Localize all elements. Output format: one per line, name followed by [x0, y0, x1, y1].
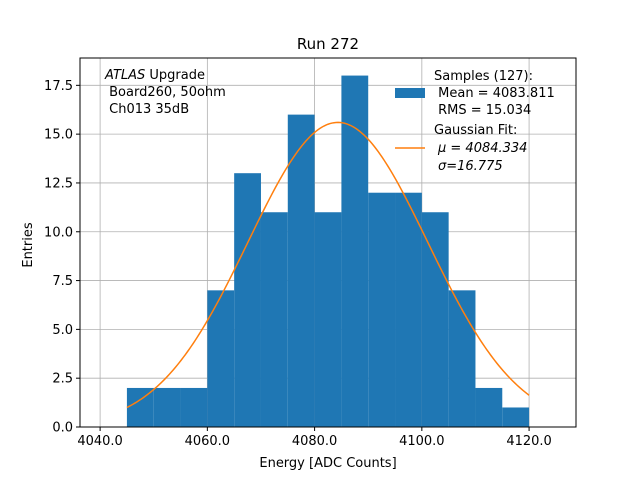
y-tick-label-1: 2.5 — [52, 372, 73, 387]
x-axis-ticks: 4040.0 4060.0 4080.0 4100.0 4120.0 — [77, 427, 552, 449]
histogram-bar-9 — [368, 192, 396, 427]
x-tick-label-3: 4100.0 — [399, 434, 445, 449]
histogram-bar-1 — [153, 387, 181, 427]
x-tick-label-1: 4060.0 — [185, 434, 231, 449]
plot-frame — [79, 57, 577, 428]
histogram-bar-6 — [287, 114, 315, 427]
annotation-title: ATLAS Upgrade — [104, 68, 205, 83]
histogram-bar-2 — [180, 387, 208, 427]
y-tick-label-6: 15.0 — [44, 128, 73, 143]
legend-samples-title: Samples (127): — [434, 69, 533, 84]
legend-histogram-swatch — [395, 88, 425, 98]
legend-samples-mean: Mean = 4083.811 — [434, 86, 555, 101]
y-tick-label-0: 0.0 — [52, 421, 73, 436]
gaussian-fit-curve — [126, 121, 530, 409]
histogram-bar-13 — [475, 387, 503, 427]
legend-fit-mu: μ = 4084.334 — [437, 141, 527, 156]
x-tick-label-2: 4080.0 — [292, 434, 338, 449]
x-tick-label-0: 4040.0 — [77, 434, 123, 449]
histogram-bar-12 — [448, 290, 476, 427]
x-axis-label: Energy [ADC Counts] — [259, 456, 396, 471]
histogram-bar-0 — [126, 387, 154, 427]
legend-fit-title: Gaussian Fit: — [434, 123, 517, 138]
y-tick-label-5: 12.5 — [44, 176, 73, 191]
y-axis-label: Entries — [21, 222, 36, 268]
histogram-bar-10 — [395, 192, 422, 427]
y-tick-label-4: 10.0 — [44, 225, 73, 240]
histogram-bar-7 — [314, 212, 342, 427]
annotation-suffix: Upgrade — [145, 68, 205, 83]
histogram-bars — [126, 75, 530, 428]
histogram-bar-11 — [421, 212, 449, 427]
y-axis-ticks: 0.0 2.5 5.0 7.5 10.0 12.5 15.0 17.5 — [44, 79, 80, 436]
legend-samples-rms: RMS = 15.034 — [434, 103, 531, 118]
histogram-bar-14 — [502, 407, 530, 427]
chart-title: Run 272 — [297, 35, 359, 53]
annotation-line-channel: Ch013 35dB — [105, 102, 189, 117]
annotation-line-board: Board260, 50ohm — [105, 85, 226, 100]
histogram-bar-4 — [234, 173, 261, 427]
histogram-bar-3 — [207, 290, 235, 427]
y-tick-label-3: 7.5 — [52, 274, 73, 289]
annotation-experiment: ATLAS — [104, 68, 145, 83]
legend: Samples (127): Mean = 4083.811 RMS = 15.… — [395, 69, 555, 174]
histogram-bar-5 — [260, 212, 288, 427]
x-tick-label-4: 4120.0 — [506, 434, 552, 449]
y-tick-label-7: 17.5 — [44, 79, 73, 94]
atlas-annotation: ATLAS Upgrade Board260, 50ohm Ch013 35dB — [104, 68, 226, 117]
legend-fit-sigma: σ=16.775 — [438, 159, 503, 174]
y-tick-label-2: 5.0 — [52, 323, 73, 338]
